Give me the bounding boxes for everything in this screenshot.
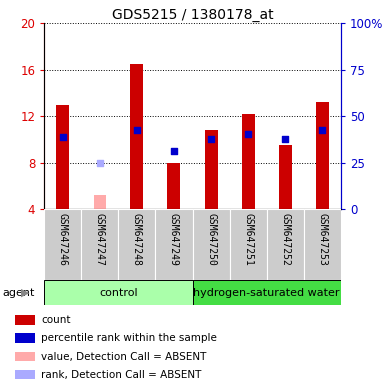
Bar	[15, 333, 35, 343]
Bar	[15, 370, 35, 379]
Text: GSM647246: GSM647246	[58, 213, 68, 266]
Text: control: control	[99, 288, 138, 298]
Text: GSM647253: GSM647253	[317, 213, 327, 266]
Point	[282, 136, 288, 142]
Bar	[192, 209, 229, 280]
Bar	[15, 351, 35, 361]
Text: rank, Detection Call = ABSENT: rank, Detection Call = ABSENT	[41, 370, 201, 380]
Text: agent: agent	[2, 288, 34, 298]
Text: hydrogen-saturated water: hydrogen-saturated water	[193, 288, 340, 298]
Bar	[156, 209, 192, 280]
Bar	[119, 209, 156, 280]
Text: GSM647251: GSM647251	[243, 213, 253, 266]
Bar	[167, 163, 181, 209]
Bar	[81, 209, 119, 280]
Point	[60, 134, 66, 140]
Bar	[56, 104, 69, 209]
Bar	[267, 209, 304, 280]
Text: GSM647248: GSM647248	[132, 213, 142, 266]
Text: GSM647249: GSM647249	[169, 213, 179, 266]
Text: count: count	[41, 315, 70, 325]
Bar	[204, 130, 218, 209]
Bar	[44, 280, 192, 305]
Text: value, Detection Call = ABSENT: value, Detection Call = ABSENT	[41, 352, 206, 362]
Text: percentile rank within the sample: percentile rank within the sample	[41, 333, 217, 343]
Text: ▶: ▶	[21, 288, 29, 298]
Point	[319, 127, 325, 133]
Point	[97, 160, 103, 166]
Text: GSM647247: GSM647247	[95, 213, 105, 266]
Bar	[131, 64, 143, 209]
Bar	[192, 280, 341, 305]
Bar	[279, 145, 291, 209]
Text: GSM647250: GSM647250	[206, 213, 216, 266]
Point	[171, 148, 177, 154]
Bar	[44, 209, 81, 280]
Point	[134, 127, 140, 133]
Title: GDS5215 / 1380178_at: GDS5215 / 1380178_at	[112, 8, 273, 22]
Bar	[316, 102, 329, 209]
Point	[245, 131, 251, 137]
Bar	[304, 209, 341, 280]
Point	[208, 136, 214, 142]
Text: GSM647252: GSM647252	[280, 213, 290, 266]
Bar	[94, 195, 106, 209]
Bar	[15, 315, 35, 324]
Bar	[242, 114, 254, 209]
Bar	[229, 209, 266, 280]
